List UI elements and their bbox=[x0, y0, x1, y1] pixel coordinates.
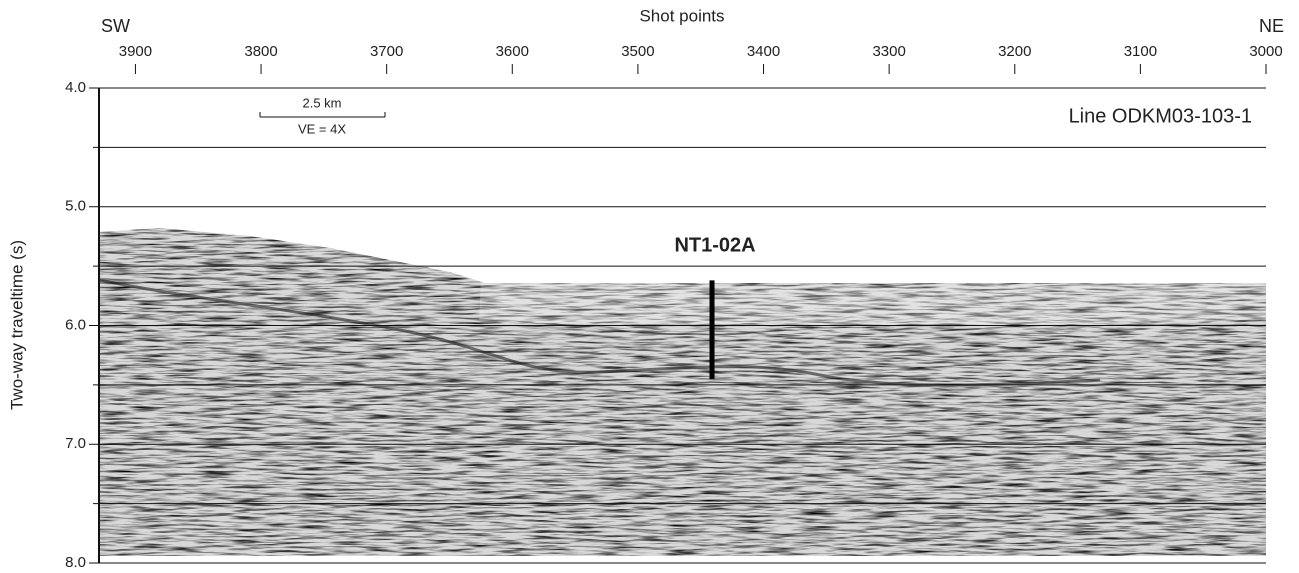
site-label: NT1-02A bbox=[674, 235, 755, 257]
scale-label: 2.5 km bbox=[302, 95, 341, 110]
y-tick-label: 6.0 bbox=[65, 316, 86, 333]
x-tick-label: 3300 bbox=[872, 43, 905, 60]
x-tick-label: 3500 bbox=[621, 43, 654, 60]
x-tick-label: 3900 bbox=[119, 43, 152, 60]
line-label: Line ODKM03-103-1 bbox=[1069, 105, 1252, 127]
x-tick-label: 3200 bbox=[998, 43, 1031, 60]
y-axis-title: Two-way traveltime (s) bbox=[7, 240, 26, 410]
ve-label: VE = 4X bbox=[298, 121, 346, 136]
y-tick-label: 8.0 bbox=[65, 554, 86, 571]
sw-label: SW bbox=[101, 16, 130, 36]
x-tick-label: 3600 bbox=[496, 43, 529, 60]
y-tick-label: 4.0 bbox=[65, 79, 86, 96]
x-axis-title: Shot points bbox=[639, 6, 724, 25]
x-tick-label: 3700 bbox=[370, 43, 403, 60]
y-tick-label: 7.0 bbox=[65, 435, 86, 452]
x-tick-label: 3100 bbox=[1124, 43, 1157, 60]
y-tick-label: 5.0 bbox=[65, 198, 86, 215]
x-tick-label: 3400 bbox=[747, 43, 780, 60]
ne-label: NE bbox=[1259, 16, 1284, 36]
x-tick-label: 3000 bbox=[1249, 43, 1282, 60]
x-tick-label: 3800 bbox=[244, 43, 277, 60]
seismic-texture bbox=[99, 228, 1266, 556]
